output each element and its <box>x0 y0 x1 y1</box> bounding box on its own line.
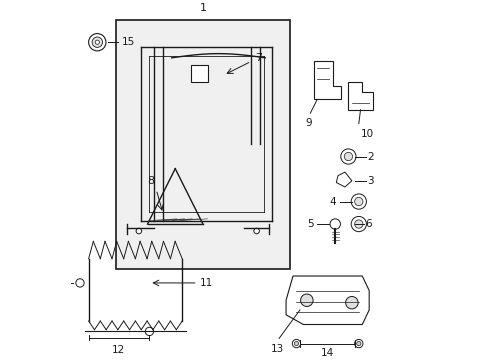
Circle shape <box>294 342 298 346</box>
Circle shape <box>354 197 362 206</box>
Text: 1: 1 <box>199 3 206 13</box>
Circle shape <box>354 339 362 348</box>
Text: 14: 14 <box>320 348 334 358</box>
Text: 6: 6 <box>365 219 371 229</box>
Polygon shape <box>336 172 351 187</box>
Circle shape <box>329 219 340 229</box>
Text: 7: 7 <box>254 53 262 63</box>
Circle shape <box>356 342 360 346</box>
Polygon shape <box>347 82 372 110</box>
Circle shape <box>253 228 259 234</box>
Polygon shape <box>285 276 368 324</box>
Text: 11: 11 <box>200 278 213 288</box>
Text: 10: 10 <box>360 129 373 139</box>
Text: 9: 9 <box>305 118 311 129</box>
Text: 5: 5 <box>306 219 313 229</box>
Circle shape <box>292 339 300 348</box>
Circle shape <box>345 296 357 309</box>
Bar <box>116 20 289 269</box>
Circle shape <box>92 37 102 48</box>
Text: 15: 15 <box>122 37 135 47</box>
Circle shape <box>136 228 142 234</box>
Text: 3: 3 <box>366 176 373 186</box>
Text: 2: 2 <box>366 152 373 162</box>
Text: 12: 12 <box>112 345 125 355</box>
Circle shape <box>145 327 153 336</box>
Polygon shape <box>313 61 341 99</box>
Text: 4: 4 <box>329 197 336 207</box>
Bar <box>190 65 208 82</box>
Circle shape <box>350 216 366 232</box>
Circle shape <box>88 33 106 51</box>
Circle shape <box>95 40 99 44</box>
Circle shape <box>300 294 312 306</box>
Circle shape <box>350 194 366 209</box>
Circle shape <box>76 279 84 287</box>
Text: 13: 13 <box>270 343 284 354</box>
Text: 8: 8 <box>147 176 154 186</box>
Circle shape <box>354 220 362 228</box>
Circle shape <box>340 149 355 164</box>
Circle shape <box>344 152 352 161</box>
